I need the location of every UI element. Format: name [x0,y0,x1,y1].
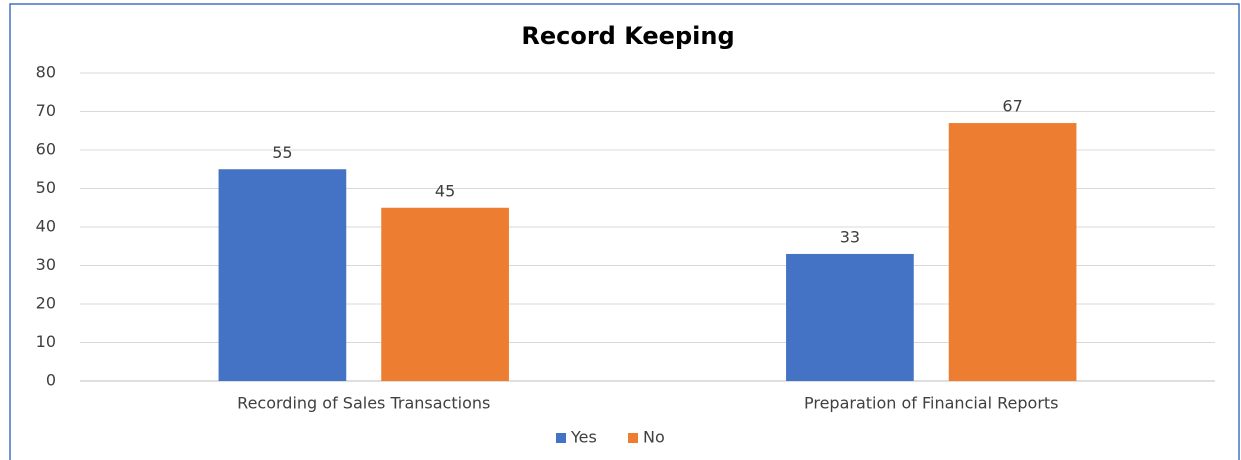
x-tick-label: Preparation of Financial Reports [804,394,1059,413]
data-label: 45 [435,181,455,200]
data-label: 67 [1002,97,1022,116]
x-tick-label: Recording of Sales Transactions [237,394,490,413]
y-tick-label: 30 [36,255,56,274]
y-tick-label: 10 [36,332,56,351]
chart-title: Record Keeping [521,22,734,50]
bar [381,207,509,381]
y-tick-label: 50 [36,178,56,197]
legend-swatch [556,433,566,443]
y-tick-label: 20 [36,294,56,313]
y-tick-label: 70 [36,101,56,120]
y-tick-label: 40 [36,217,56,236]
legend-label: Yes [570,428,597,447]
bar [786,253,914,381]
y-tick-label: 60 [36,140,56,159]
y-tick-label: 80 [36,63,56,82]
bar [218,169,347,381]
legend-swatch [628,433,638,443]
data-label: 33 [840,227,860,246]
data-label: 55 [272,143,292,162]
bar [948,123,1077,382]
legend-label: No [643,428,665,447]
y-tick-label: 0 [46,371,56,390]
